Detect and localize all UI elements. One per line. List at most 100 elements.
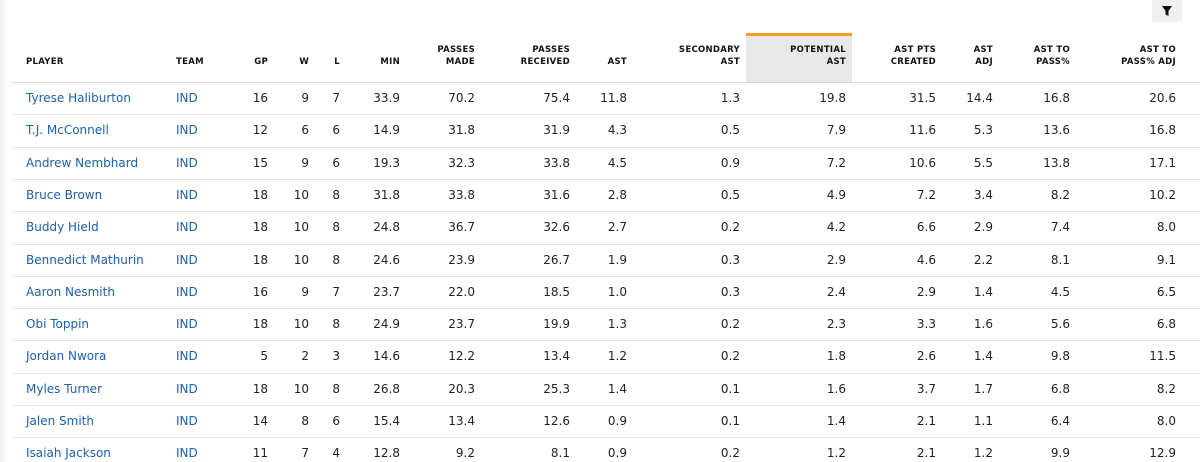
- player-link[interactable]: Andrew Nembhard: [26, 155, 139, 170]
- team-link[interactable]: IND: [176, 446, 198, 461]
- stat-cell: 1.4: [973, 284, 993, 299]
- stat-cell: 18: [252, 317, 268, 332]
- column-header: ADJ: [975, 57, 993, 67]
- stat-cell: 18.5: [543, 284, 570, 299]
- team-link[interactable]: IND: [176, 349, 198, 364]
- team-link[interactable]: IND: [176, 91, 198, 105]
- player-link[interactable]: Jordan Nwora: [26, 349, 107, 364]
- team-link[interactable]: IND: [176, 187, 198, 202]
- stat-cell: 10.6: [909, 155, 936, 170]
- stat-cell: 0.3: [720, 252, 740, 267]
- stat-cell: 12.8: [373, 446, 400, 461]
- stat-cell: 0.2: [720, 349, 740, 364]
- player-link[interactable]: Buddy Hield: [26, 220, 99, 235]
- stat-cell: 2.9: [973, 220, 993, 235]
- column-header: AST: [720, 57, 740, 67]
- stat-cell: 8: [301, 414, 309, 428]
- stat-cell: 31.6: [543, 187, 570, 202]
- stat-cell: 11.8: [600, 91, 627, 105]
- stat-cell: 3.4: [973, 187, 993, 202]
- stat-cell: 0.2: [720, 446, 740, 461]
- player-link[interactable]: Jalen Smith: [26, 414, 94, 428]
- stat-cell: 32.6: [543, 220, 570, 235]
- stat-cell: 9: [301, 284, 309, 299]
- row-divider: [12, 275, 1200, 277]
- team-link[interactable]: IND: [176, 317, 198, 332]
- stat-cell: 14.9: [373, 123, 400, 138]
- team-link[interactable]: IND: [176, 220, 198, 235]
- player-link[interactable]: Bennedict Mathurin: [26, 252, 144, 267]
- stat-cell: 2.9: [916, 284, 936, 299]
- column-header: AST PTS: [894, 45, 936, 55]
- stat-cell: 8.2: [1050, 187, 1070, 202]
- header-divider: [12, 82, 1200, 83]
- stat-cell: 0.2: [720, 317, 740, 332]
- stat-cell: 8.1: [1050, 252, 1070, 267]
- stat-cell: 1.4: [607, 381, 627, 396]
- stat-cell: 11: [252, 446, 268, 461]
- player-link[interactable]: Myles Turner: [26, 381, 102, 396]
- stat-cell: 7.2: [916, 187, 936, 202]
- player-link[interactable]: Tyrese Haliburton: [26, 91, 131, 105]
- player-link[interactable]: Aaron Nesmith: [26, 284, 115, 299]
- team-link[interactable]: IND: [176, 155, 198, 170]
- filter-button[interactable]: [1152, 0, 1182, 22]
- stat-cell: 5: [260, 349, 268, 364]
- stat-cell: 5.5: [973, 155, 993, 170]
- filter-icon: [1162, 6, 1172, 16]
- player-link[interactable]: Isaiah Jackson: [26, 446, 111, 461]
- stat-cell: 6: [332, 123, 340, 138]
- stat-cell: 2.9: [826, 252, 846, 267]
- stat-cell: 8.0: [1156, 414, 1176, 428]
- stat-cell: 0.3: [720, 284, 740, 299]
- row-divider: [12, 146, 1200, 148]
- stat-cell: 19.9: [543, 317, 570, 332]
- stat-cell: 2.1: [916, 446, 936, 461]
- stat-cell: 9: [301, 155, 309, 170]
- stat-cell: 0.9: [607, 446, 627, 461]
- stat-cell: 25.3: [543, 381, 570, 396]
- column-header: CREATED: [890, 57, 936, 67]
- stat-cell: 7: [301, 446, 309, 461]
- stat-cell: 6: [332, 414, 340, 428]
- player-link[interactable]: Bruce Brown: [26, 187, 103, 202]
- sorted-column-highlight: [746, 33, 852, 82]
- row-divider: [12, 243, 1200, 245]
- stat-cell: 4.3: [607, 123, 627, 138]
- stat-cell: 23.7: [373, 284, 400, 299]
- team-link[interactable]: IND: [176, 284, 198, 299]
- stat-cell: 10: [293, 317, 309, 332]
- stat-cell: 2.6: [916, 349, 936, 364]
- column-header: AST TO: [1139, 45, 1176, 55]
- team-link[interactable]: IND: [176, 414, 198, 428]
- row-divider: [12, 211, 1200, 213]
- stat-cell: 8: [332, 220, 340, 235]
- stat-cell: 33.8: [543, 155, 570, 170]
- stat-cell: 1.7: [973, 381, 993, 396]
- stat-cell: 6: [301, 123, 309, 138]
- stat-cell: 18: [252, 187, 268, 202]
- stat-cell: 1.1: [973, 414, 993, 428]
- stat-cell: 26.8: [373, 381, 400, 396]
- team-link[interactable]: IND: [176, 123, 198, 138]
- stat-cell: 16.8: [1149, 123, 1176, 138]
- team-link[interactable]: IND: [176, 252, 198, 267]
- column-header: SECONDARY: [678, 45, 740, 55]
- stat-cell: 22.0: [448, 284, 475, 299]
- left-shadow: [0, 0, 8, 462]
- player-link[interactable]: Obi Toppin: [26, 317, 90, 332]
- column-header: PASS%: [1036, 57, 1070, 67]
- stat-cell: 7.4: [1050, 220, 1070, 235]
- player-link[interactable]: T.J. McConnell: [26, 123, 109, 138]
- stat-cell: 18: [252, 220, 268, 235]
- stat-cell: 31.8: [448, 123, 475, 138]
- stat-cell: 24.9: [373, 317, 400, 332]
- stat-cell: 18: [252, 381, 268, 396]
- column-header: AST: [826, 57, 846, 67]
- stat-cell: 9.9: [1050, 446, 1070, 461]
- stat-cell: 2.2: [973, 252, 993, 267]
- stat-cell: 8: [332, 252, 340, 267]
- stat-cell: 17.1: [1149, 155, 1176, 170]
- team-link[interactable]: IND: [176, 381, 198, 396]
